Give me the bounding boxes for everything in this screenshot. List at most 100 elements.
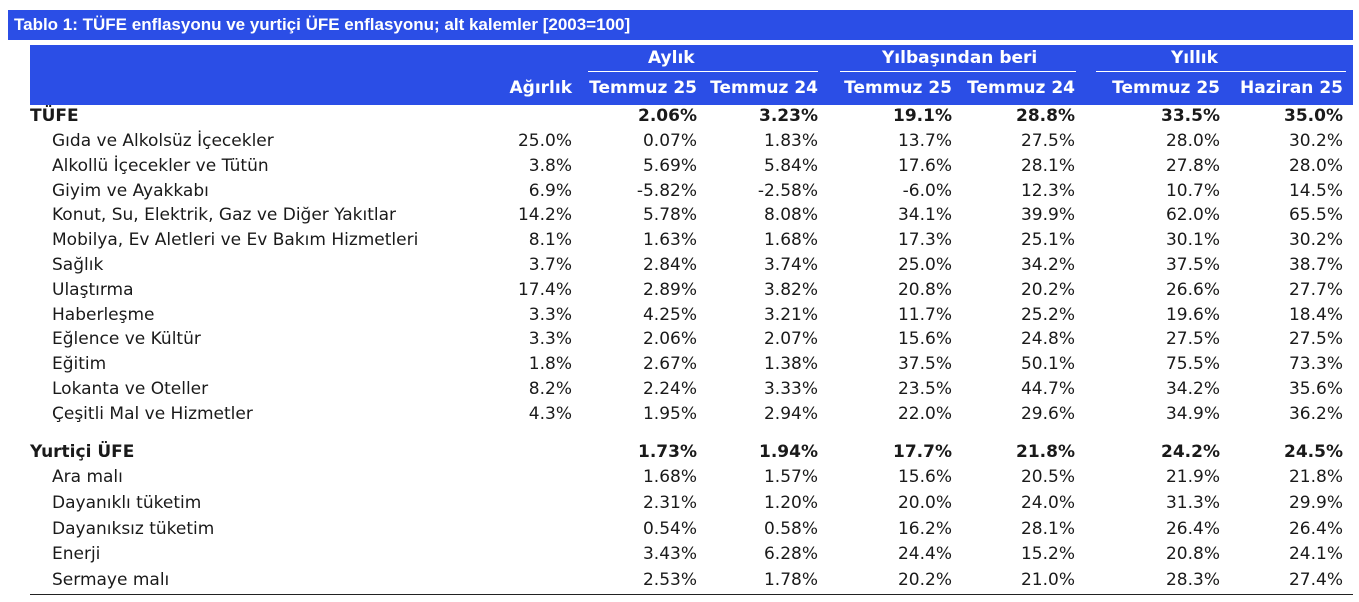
cell-m2: 2.94% (763, 403, 818, 424)
cell-y2: 39.9% (1020, 205, 1075, 226)
table-row: Alkollü İçecekler ve Tütün 3.8% 5.69% 5.84%… (30, 154, 1353, 178)
cell-a2: 14.5% (1288, 180, 1343, 201)
cell-m2: 1.38% (763, 354, 818, 375)
cell-a2: 27.7% (1288, 279, 1343, 300)
table-row: Eğlence ve Kültür 3.3% 2.06% 2.07% 15.6% 24.8… (30, 327, 1353, 351)
cell-m1: 2.24% (642, 379, 697, 399)
cell-weight: 8.1% (528, 230, 572, 251)
cell-weight: 3.3% (528, 329, 572, 350)
cell-y2: 27.5% (1020, 131, 1075, 151)
cell-m2: 3.74% (763, 255, 818, 275)
row-label: Alkollü İçecekler ve Tütün (52, 155, 269, 176)
cell-a2: 30.2% (1288, 131, 1343, 151)
cell-a1: 30.1% (1165, 230, 1220, 251)
table-row: Konut, Su, Elektrik, Gaz ve Diğer Yakıtl… (30, 203, 1353, 227)
cell-a2: 28.0% (1288, 155, 1343, 176)
col-weight: Ağırlık (509, 78, 573, 98)
group-divider (1096, 71, 1346, 72)
cell-y1: 13.7% (897, 131, 952, 151)
cell-y2: 28.8% (1016, 106, 1075, 126)
cell-m2: 5.84% (763, 155, 818, 176)
cell-weight: 6.9% (528, 180, 572, 201)
table-header: Aylık Yılbaşından beri Yıllık Ağırlık Te… (30, 45, 1353, 105)
row-label: Lokanta ve Oteller (52, 379, 209, 399)
cell-y2: 28.1% (1020, 518, 1075, 539)
row-label: Enerji (52, 544, 101, 565)
cell-y1: 11.7% (897, 304, 952, 325)
row-label: Ara malı (52, 467, 123, 487)
cell-m1: 2.06% (638, 106, 697, 126)
table-row: Dayanıklı tüketim 2.31% 1.20% 20.0% 24.0% 31.… (30, 491, 1353, 515)
cell-a1: 62.0% (1165, 205, 1220, 226)
col-annual-jul25: Temmuz 25 (1112, 78, 1220, 98)
cell-y2: 24.8% (1020, 329, 1075, 350)
col-ytd-jul25: Temmuz 25 (844, 78, 952, 98)
cell-m1: 4.25% (642, 304, 697, 325)
cell-a2: 65.5% (1288, 205, 1343, 226)
cell-y1: 37.5% (897, 354, 952, 375)
table-row: Sermaye malı 2.53% 1.78% 20.2% 21.0% 28.3% 27.… (30, 568, 1353, 592)
row-label: Çeşitli Mal ve Hizmetler (52, 403, 253, 424)
cell-y2: 24.0% (1020, 492, 1075, 513)
cell-a2: 29.9% (1288, 492, 1343, 513)
table-row: Ulaştırma 17.4% 2.89% 3.82% 20.8% 20.2% 26.6% 2… (30, 278, 1353, 302)
cell-a1: 28.0% (1165, 131, 1220, 151)
cell-y1: -6.0% (902, 180, 952, 201)
cell-y1: 19.1% (893, 106, 952, 126)
cell-a2: 24.1% (1288, 544, 1343, 565)
cell-m2: 1.57% (763, 467, 818, 487)
cell-y1: 16.2% (897, 518, 952, 539)
cell-m1: 1.63% (642, 230, 697, 251)
cell-m1: 1.68% (642, 467, 697, 487)
cell-a1: 26.6% (1165, 279, 1220, 300)
cell-a1: 33.5% (1161, 106, 1220, 126)
cell-m2: 3.82% (763, 279, 818, 300)
cell-a2: 73.3% (1288, 354, 1343, 375)
cell-y2: 21.0% (1020, 570, 1075, 591)
row-label: Sağlık (52, 255, 104, 275)
row-label: Konut, Su, Elektrik, Gaz ve Diğer Yakıtl… (52, 205, 397, 226)
cell-a2: 27.5% (1288, 329, 1343, 350)
table-bottom-border (30, 594, 1353, 595)
cell-y2: 50.1% (1020, 354, 1075, 375)
cell-m1: 3.43% (642, 544, 697, 565)
cell-m2: 6.28% (763, 544, 818, 565)
row-label: Dayanıklı tüketim (52, 492, 202, 513)
cell-weight: 25.0% (517, 131, 572, 151)
group-monthly: Aylık (648, 48, 695, 68)
cell-a2: 30.2% (1288, 230, 1343, 251)
cell-m2: 3.33% (763, 379, 818, 399)
cell-a2: 36.2% (1288, 403, 1343, 424)
cell-m2: 1.83% (763, 131, 818, 151)
table-row: Çeşitli Mal ve Hizmetler 4.3% 1.95% 2.94% 22… (30, 402, 1353, 426)
row-label: Eğlence ve Kültür (52, 329, 201, 350)
cell-a1: 19.6% (1165, 304, 1220, 325)
row-label: Dayanıksız tüketim (52, 518, 215, 539)
cell-y1: 17.7% (893, 442, 952, 462)
cell-y1: 24.4% (897, 544, 952, 565)
cell-y2: 21.8% (1016, 442, 1075, 462)
cell-y2: 20.2% (1020, 279, 1075, 300)
cell-a1: 10.7% (1165, 180, 1220, 201)
cell-y2: 25.2% (1020, 304, 1075, 325)
cell-m1: -5.82% (636, 180, 697, 201)
table-row: Gıda ve Alkolsüz İçecekler 25.0% 0.07% 1.83… (30, 129, 1353, 153)
row-label: Yurtiçi ÜFE (30, 442, 135, 462)
row-label: Mobilya, Ev Aletleri ve Ev Bakım Hizmetl… (52, 230, 419, 251)
cell-m1: 2.89% (642, 279, 697, 300)
cell-m2: 3.23% (759, 106, 818, 126)
cell-m2: 1.94% (759, 442, 818, 462)
cell-a1: 27.5% (1165, 329, 1220, 350)
group-annual: Yıllık (1171, 48, 1218, 68)
cell-m1: 2.31% (642, 492, 697, 513)
cell-weight: 14.2% (517, 205, 572, 226)
cell-a2: 21.8% (1288, 467, 1343, 487)
cell-a2: 26.4% (1288, 518, 1343, 539)
row-label: TÜFE (30, 106, 79, 126)
cell-weight: 3.3% (528, 304, 572, 325)
cell-y1: 15.6% (897, 329, 952, 350)
col-annual-jun25: Haziran 25 (1240, 78, 1343, 98)
cell-a2: 24.5% (1284, 442, 1343, 462)
cell-y2: 44.7% (1020, 379, 1075, 399)
cell-m2: 1.78% (763, 570, 818, 591)
